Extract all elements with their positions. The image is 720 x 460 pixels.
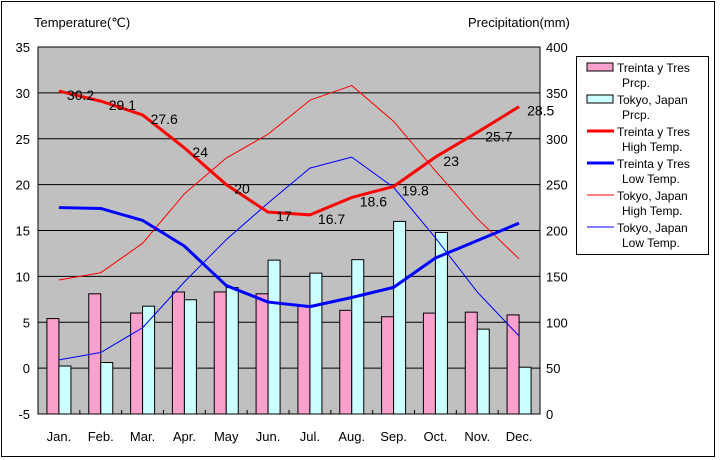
- bar-treinta-prcp: [130, 312, 144, 415]
- line-tokyo-japan-high-temp-: [58, 85, 520, 281]
- data-label: 18.6: [360, 193, 387, 209]
- right-tick-label: 350: [546, 86, 568, 101]
- bar-tokyo-prcp: [518, 366, 532, 415]
- bar-treinta-prcp: [46, 318, 60, 415]
- x-tick-label: Nov.: [464, 429, 490, 444]
- left-axis-title: Temperature(℃): [34, 15, 130, 30]
- left-tick-label: -5: [18, 407, 30, 422]
- left-tick-label: 0: [23, 361, 30, 376]
- legend-box: [576, 56, 709, 255]
- left-tick-label: 5: [23, 315, 30, 330]
- data-label: 17: [276, 208, 292, 224]
- x-tick-label: Oct.: [423, 429, 447, 444]
- legend-label: Prcp.: [622, 76, 650, 90]
- bar-tokyo-prcp: [142, 305, 156, 415]
- data-label: 25.7: [485, 128, 512, 144]
- bar-treinta-prcp: [213, 291, 227, 415]
- data-label: 29.1: [109, 97, 136, 113]
- bar-tokyo-prcp: [309, 272, 323, 415]
- legend-label: High Temp.: [622, 204, 682, 218]
- left-tick-label: 30: [16, 86, 30, 101]
- legend-label: Treinta y Tres: [617, 61, 690, 75]
- legend-label: Tokyo, Japan: [617, 93, 688, 107]
- legend-label: High Temp.: [622, 140, 682, 154]
- line-treinta-y-tres-low-temp-: [58, 206, 520, 309]
- left-tick-label: 35: [16, 40, 30, 55]
- left-tick-label: 20: [16, 178, 30, 193]
- data-label: 23: [443, 153, 459, 169]
- legend-swatch: [586, 94, 614, 104]
- bar-tokyo-prcp: [267, 259, 281, 415]
- bar-tokyo-prcp: [434, 232, 448, 415]
- data-label: 28.5: [527, 103, 554, 119]
- data-label: 16.7: [318, 211, 345, 227]
- x-tick-label: Jun.: [256, 429, 281, 444]
- right-axis-title: Precipitation(mm): [468, 15, 570, 30]
- right-tick-label: 250: [546, 178, 568, 193]
- x-tick-label: Aug.: [338, 429, 365, 444]
- data-label: 19.8: [402, 182, 429, 198]
- bar-tokyo-prcp: [225, 287, 239, 415]
- bar-tokyo-prcp: [393, 220, 407, 415]
- x-tick-label: Jul.: [300, 429, 320, 444]
- x-tick-label: Apr.: [173, 429, 196, 444]
- bar-treinta-prcp: [171, 291, 185, 415]
- x-tick-label: Sep.: [380, 429, 407, 444]
- left-tick-label: 15: [16, 224, 30, 239]
- right-tick-label: 300: [546, 132, 568, 147]
- right-tick-label: 200: [546, 224, 568, 239]
- legend-label: Low Temp.: [622, 172, 680, 186]
- x-tick-label: May: [214, 429, 239, 444]
- x-tick-label: Feb.: [88, 429, 114, 444]
- right-tick-label: 100: [546, 315, 568, 330]
- bar-treinta-prcp: [339, 309, 353, 415]
- right-tick-label: 50: [546, 361, 560, 376]
- data-label: 27.6: [151, 111, 178, 127]
- data-label: 20: [234, 181, 250, 197]
- left-tick-label: 10: [16, 269, 30, 284]
- legend-swatch: [586, 62, 614, 72]
- right-tick-label: 150: [546, 269, 568, 284]
- legend-label: Treinta y Tres: [617, 125, 690, 139]
- right-tick-label: 400: [546, 40, 568, 55]
- bar-tokyo-prcp: [183, 299, 197, 415]
- bar-tokyo-prcp: [100, 362, 114, 415]
- legend-label: Tokyo, Japan: [617, 189, 688, 203]
- right-tick-label: 0: [546, 407, 553, 422]
- x-tick-label: Dec.: [506, 429, 533, 444]
- legend-label: Low Temp.: [622, 236, 680, 250]
- left-tick-label: 25: [16, 132, 30, 147]
- bar-treinta-prcp: [464, 311, 478, 415]
- data-label: 24: [192, 144, 208, 160]
- line-tokyo-japan-low-temp-: [58, 156, 520, 361]
- x-tick-label: Jan.: [47, 429, 72, 444]
- bar-tokyo-prcp: [476, 328, 490, 415]
- bar-treinta-prcp: [255, 293, 269, 415]
- bar-tokyo-prcp: [351, 259, 365, 415]
- bar-treinta-prcp: [422, 312, 436, 415]
- legend-label: Prcp.: [622, 108, 650, 122]
- legend-label: Treinta y Tres: [617, 157, 690, 171]
- bar-treinta-prcp: [297, 305, 311, 415]
- data-label: 30.2: [67, 87, 94, 103]
- legend-label: Tokyo, Japan: [617, 221, 688, 235]
- bar-tokyo-prcp: [58, 365, 72, 415]
- bar-treinta-prcp: [381, 316, 395, 415]
- line-treinta-y-tres-high-temp-: [58, 89, 520, 217]
- x-tick-label: Mar.: [130, 429, 155, 444]
- bar-treinta-prcp: [506, 314, 520, 415]
